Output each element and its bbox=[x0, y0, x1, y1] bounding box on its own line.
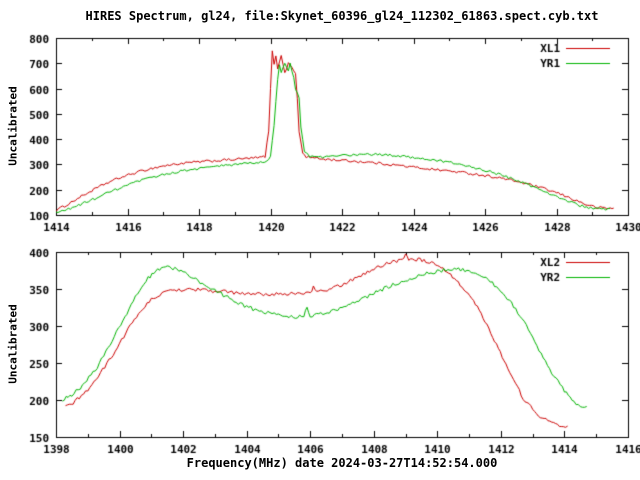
x-axis-label: Frequency(MHz) date 2024-03-27T14:52:54.… bbox=[186, 456, 498, 470]
y-axis-label-top: Uncalibrated bbox=[6, 86, 20, 166]
y-axis-label-bottom: Uncalibrated bbox=[6, 304, 20, 384]
chart-title: HIRES Spectrum, gl24, file:Skynet_60396_… bbox=[85, 9, 599, 23]
